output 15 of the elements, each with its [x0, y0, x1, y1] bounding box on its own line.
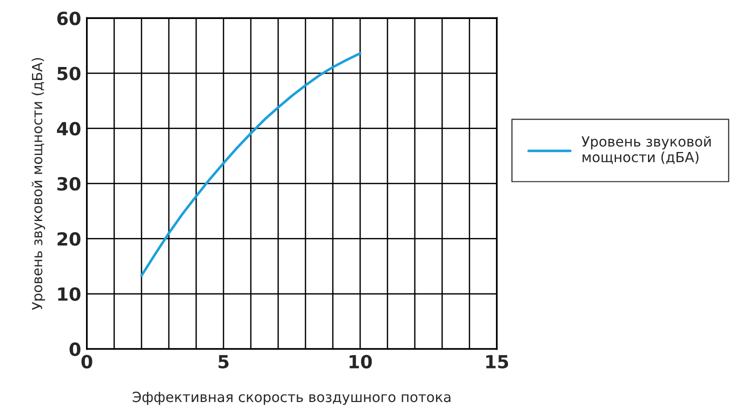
y-tick-label: 10 — [58, 287, 80, 301]
x-tick-label: 10 — [350, 354, 372, 368]
x-tick-label: 5 — [218, 355, 229, 368]
x-tick-label: 0 — [81, 354, 92, 368]
y-tick-label: 50 — [58, 66, 80, 80]
y-tick-label: 20 — [58, 232, 80, 246]
y-axis-title: Уровень звуковой мощности (дБА) — [32, 58, 46, 310]
x-tick-label: 15 — [486, 355, 508, 368]
y-tick-label: 30 — [57, 177, 80, 191]
line-series — [140, 52, 362, 277]
x-axis-title: Эффективная скорость воздушного потока — [132, 392, 450, 405]
y-tick-label: 0 — [70, 342, 80, 356]
y-tick-label: 60 — [57, 12, 80, 26]
y-tick-label: 40 — [56, 122, 80, 136]
legend-label: Уровень звуковой мощности (дБА) — [582, 136, 711, 164]
